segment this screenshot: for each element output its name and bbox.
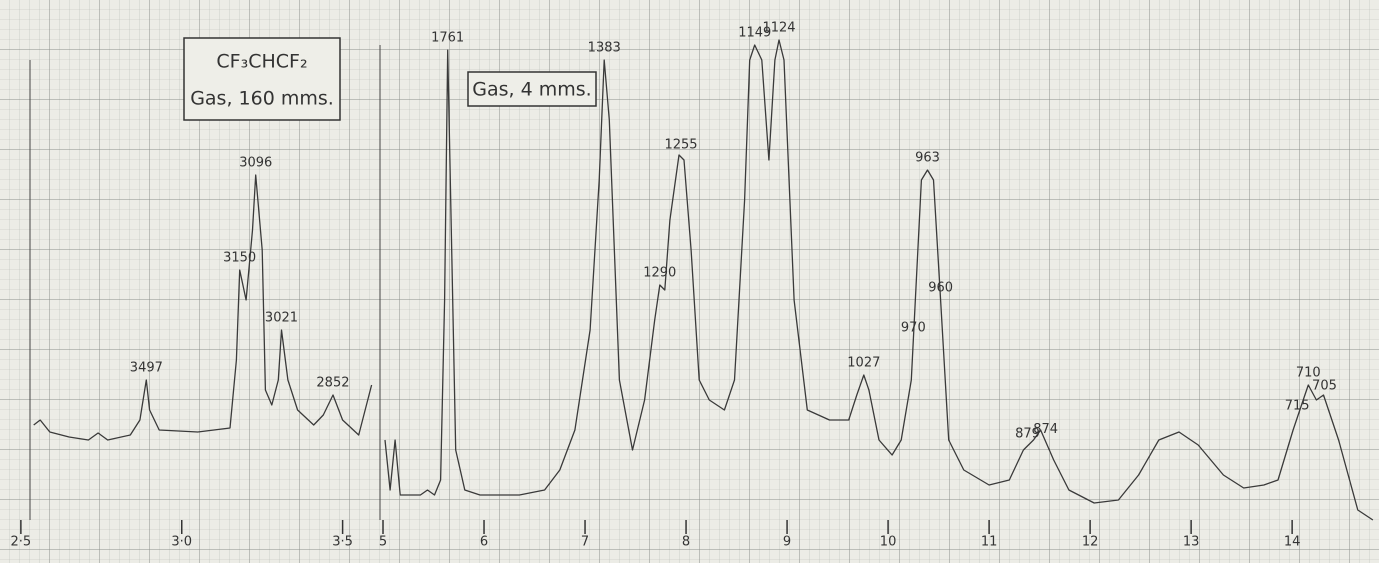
x-tick-label: 12 bbox=[1082, 535, 1099, 550]
spectrum-trace bbox=[384, 39, 1374, 521]
x-tick-label: 8 bbox=[682, 535, 690, 550]
peak-label: 970 bbox=[901, 321, 926, 336]
spectrum-trace bbox=[33, 174, 373, 441]
x-tick-label: 5 bbox=[379, 535, 387, 550]
sample-box bbox=[183, 37, 341, 121]
peak-label: 705 bbox=[1312, 379, 1337, 394]
peak-label: 2852 bbox=[316, 376, 349, 391]
peak-label: 3021 bbox=[265, 311, 298, 326]
x-tick-label: 2·5 bbox=[11, 535, 32, 550]
peak-label: 1149 bbox=[738, 26, 771, 41]
peak-label: 3497 bbox=[130, 361, 163, 376]
peak-label: 1383 bbox=[588, 41, 621, 56]
peak-label: 960 bbox=[928, 281, 953, 296]
sample-condition: Gas, 160 mms. bbox=[190, 88, 334, 110]
x-tick-label: 13 bbox=[1183, 535, 1200, 550]
peak-label: 1761 bbox=[431, 31, 464, 46]
x-tick-label: 10 bbox=[880, 535, 897, 550]
peak-label: 1255 bbox=[664, 138, 697, 153]
peak-label: 1027 bbox=[847, 356, 880, 371]
x-tick-label: 3·0 bbox=[171, 535, 192, 550]
x-tick-label: 11 bbox=[981, 535, 998, 550]
x-tick-label: 14 bbox=[1284, 535, 1301, 550]
x-tick-label: 7 bbox=[581, 535, 589, 550]
sample-condition: Gas, 4 mms. bbox=[472, 79, 591, 101]
peak-label: 963 bbox=[915, 151, 940, 166]
x-tick-label: 6 bbox=[480, 535, 488, 550]
condition-box bbox=[467, 71, 597, 107]
peak-label: 3150 bbox=[223, 251, 256, 266]
peak-label: 879 bbox=[1015, 427, 1040, 442]
sample-name: CF₃CHCF₂ bbox=[216, 51, 307, 73]
x-tick-label: 3·5 bbox=[332, 535, 353, 550]
peak-label: 1290 bbox=[643, 266, 676, 281]
peak-label: 3096 bbox=[239, 156, 272, 171]
peak-label: 874 bbox=[1033, 422, 1058, 437]
x-tick-label: 9 bbox=[783, 535, 791, 550]
peak-label: 1124 bbox=[762, 21, 795, 36]
peak-label: 710 bbox=[1296, 366, 1321, 381]
peak-label: 715 bbox=[1285, 399, 1310, 414]
